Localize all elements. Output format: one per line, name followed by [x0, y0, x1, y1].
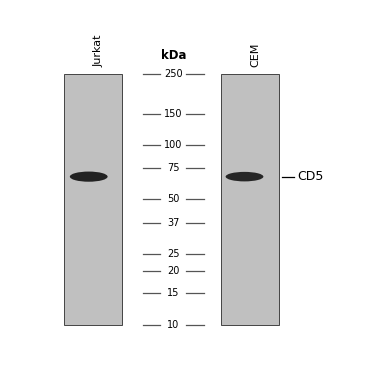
- Text: 100: 100: [164, 140, 183, 150]
- Bar: [221, 74, 279, 325]
- Text: 20: 20: [167, 266, 180, 276]
- Text: CEM: CEM: [251, 42, 260, 67]
- Text: Jurkat: Jurkat: [93, 34, 104, 67]
- Text: 15: 15: [167, 288, 180, 298]
- Text: 10: 10: [167, 320, 179, 330]
- Text: 37: 37: [167, 218, 180, 228]
- Text: 50: 50: [167, 195, 180, 204]
- Ellipse shape: [70, 171, 108, 182]
- Text: 150: 150: [164, 109, 183, 119]
- Bar: [64, 74, 122, 325]
- Text: CD5: CD5: [297, 170, 323, 183]
- Text: 25: 25: [167, 249, 180, 259]
- Ellipse shape: [226, 172, 263, 182]
- Text: kDa: kDa: [160, 49, 186, 62]
- Text: 75: 75: [167, 163, 180, 173]
- Text: 250: 250: [164, 69, 183, 79]
